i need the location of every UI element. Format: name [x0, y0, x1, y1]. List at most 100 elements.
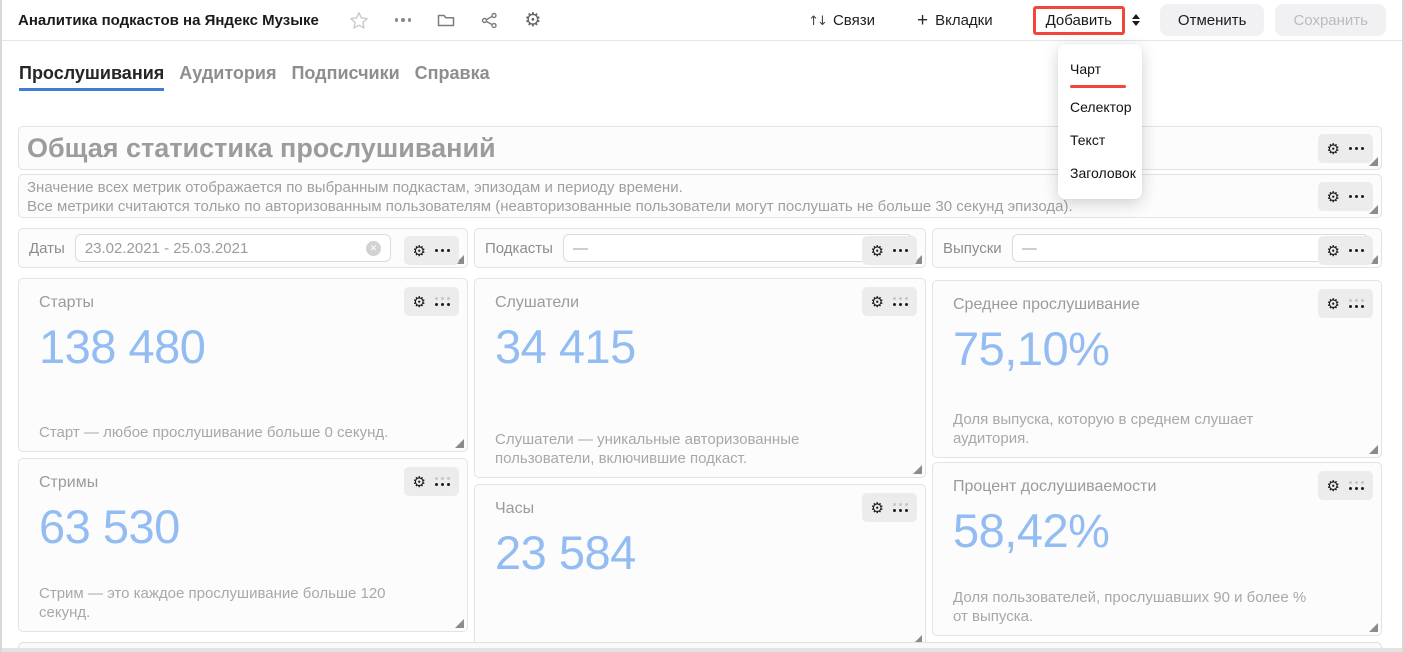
save-button[interactable]: Сохранить [1275, 4, 1386, 36]
toolbar-right: Связи Вкладки Добавить Отменить Сохранит… [808, 4, 1386, 36]
description-line-2: Все метрики считаются только по авторизо… [27, 198, 1073, 215]
widget-settings-icon[interactable] [413, 241, 426, 260]
widget-settings-icon[interactable] [871, 241, 884, 260]
filter-label: Выпуски [943, 239, 1002, 257]
podcasts-value: — [572, 239, 588, 257]
resize-handle[interactable] [455, 619, 464, 628]
menu-item-selector[interactable]: Селектор [1070, 99, 1132, 115]
resize-handle[interactable] [1369, 157, 1378, 166]
metric-title: Старты [39, 294, 94, 311]
menu-item-chart[interactable]: Чарт [1070, 61, 1102, 77]
metric-note: Доля пользователей, прослушавших 90 и бо… [953, 589, 1307, 625]
widget-menu-icon[interactable] [1349, 147, 1364, 150]
widget-menu-icon[interactable] [435, 297, 450, 306]
filter-label: Даты [29, 239, 65, 257]
widget-settings-icon[interactable] [1327, 241, 1340, 260]
widget-controls [861, 236, 917, 265]
widget-controls [1317, 182, 1373, 211]
resize-handle[interactable] [1369, 623, 1378, 632]
date-range-input[interactable]: 23.02.2021 - 25.03.2021 [74, 234, 391, 262]
toolbar-icons [349, 11, 542, 30]
widget-settings-icon[interactable] [413, 292, 426, 311]
resize-handle[interactable] [1369, 255, 1378, 264]
episodes-select[interactable]: — [1011, 234, 1369, 262]
widget-settings-icon[interactable] [871, 498, 884, 517]
resize-handle[interactable] [455, 439, 464, 448]
filter-podcasts-widget: Подкасты — [474, 228, 926, 268]
settings-gear-icon[interactable] [524, 11, 541, 30]
widget-menu-icon[interactable] [1349, 249, 1364, 252]
folder-icon[interactable] [437, 13, 455, 28]
metric-card-streams: Стримы 63 530 Стрим — это каждое прослуш… [18, 458, 468, 632]
connections-icon [808, 11, 826, 29]
add-widget-button[interactable]: Добавить [1032, 5, 1125, 35]
star-icon[interactable] [349, 11, 369, 30]
menu-item-title[interactable]: Заголовок [1070, 165, 1136, 181]
resize-handle[interactable] [1369, 445, 1378, 454]
widget-settings-icon[interactable] [1327, 294, 1340, 313]
metric-value: 75,10% [953, 322, 1110, 375]
widget-menu-icon[interactable] [893, 249, 908, 252]
share-icon[interactable] [481, 12, 498, 29]
section-title: Общая статистика прослушиваний [27, 132, 496, 163]
resize-handle[interactable] [913, 635, 922, 644]
widget-controls [1317, 236, 1373, 265]
connections-label: Связи [832, 11, 875, 29]
connections-button[interactable]: Связи [808, 11, 875, 29]
metric-card-completion: Процент дослушиваемости 58,42% Доля поль… [932, 462, 1382, 636]
tab-help[interactable]: Справка [414, 63, 490, 83]
widget-controls [403, 287, 459, 316]
episodes-value: — [1021, 239, 1037, 257]
more-actions-icon[interactable] [394, 18, 412, 22]
annotation-chart-underline [1070, 85, 1126, 88]
widget-settings-icon[interactable] [871, 292, 884, 311]
resize-handle[interactable] [455, 255, 464, 264]
next-widget-partial [18, 642, 1382, 652]
widget-settings-icon[interactable] [1327, 139, 1340, 158]
metric-title: Часы [495, 500, 535, 517]
date-range-value: 23.02.2021 - 25.03.2021 [84, 239, 249, 257]
tab-subscribers[interactable]: Подписчики [291, 63, 400, 83]
description-line-1: Значение всех метрик отображается по выб… [27, 179, 683, 196]
widget-settings-icon[interactable] [1327, 187, 1340, 206]
resize-handle[interactable] [913, 255, 922, 264]
widget-settings-icon[interactable] [1327, 476, 1340, 495]
metric-title: Процент дослушиваемости [953, 478, 1157, 495]
metric-card-starts: Старты 138 480 Старт — любое прослушиван… [18, 278, 468, 452]
clear-icon[interactable] [366, 240, 381, 256]
metric-card-hours: Часы 23 584 [474, 484, 926, 648]
toolbar: Аналитика подкастов на Яндекс Музыке Свя… [2, 0, 1402, 41]
metric-value: 63 530 [39, 500, 180, 553]
tab-listens[interactable]: Прослушивания [19, 63, 165, 91]
filter-episodes-widget: Выпуски — [932, 228, 1382, 268]
resize-handle[interactable] [913, 465, 922, 474]
add-tab-button[interactable]: Вкладки [917, 11, 993, 30]
metric-title: Стримы [39, 474, 99, 491]
widget-settings-icon[interactable] [413, 472, 426, 491]
widget-menu-icon[interactable] [435, 477, 450, 486]
section-title-widget: Общая статистика прослушиваний [18, 126, 1382, 170]
widget-controls [861, 493, 917, 522]
menu-item-text[interactable]: Текст [1070, 132, 1106, 148]
tab-audience[interactable]: Аудитория [179, 63, 277, 83]
widget-menu-icon[interactable] [435, 249, 450, 252]
metric-card-avg-listen: Среднее прослушивание 75,10% Доля выпуск… [932, 280, 1382, 458]
widget-controls [1317, 289, 1373, 318]
widget-menu-icon[interactable] [1349, 481, 1364, 490]
widget-menu-icon[interactable] [893, 297, 908, 306]
widget-menu-icon[interactable] [893, 503, 908, 512]
cancel-button[interactable]: Отменить [1159, 4, 1265, 36]
widget-controls [403, 467, 459, 496]
widget-menu-icon[interactable] [1349, 299, 1364, 308]
widget-controls [403, 236, 459, 265]
description-widget: Значение всех метрик отображается по выб… [18, 174, 1382, 218]
metric-value: 138 480 [39, 320, 206, 373]
resize-handle[interactable] [1369, 205, 1378, 214]
collapse-toolbar-icon[interactable] [1131, 14, 1140, 26]
plus-icon [917, 11, 928, 30]
metric-value: 34 415 [495, 320, 636, 373]
widget-controls [1317, 134, 1373, 163]
podcasts-select[interactable]: — [562, 234, 913, 262]
widget-menu-icon[interactable] [1349, 195, 1364, 198]
